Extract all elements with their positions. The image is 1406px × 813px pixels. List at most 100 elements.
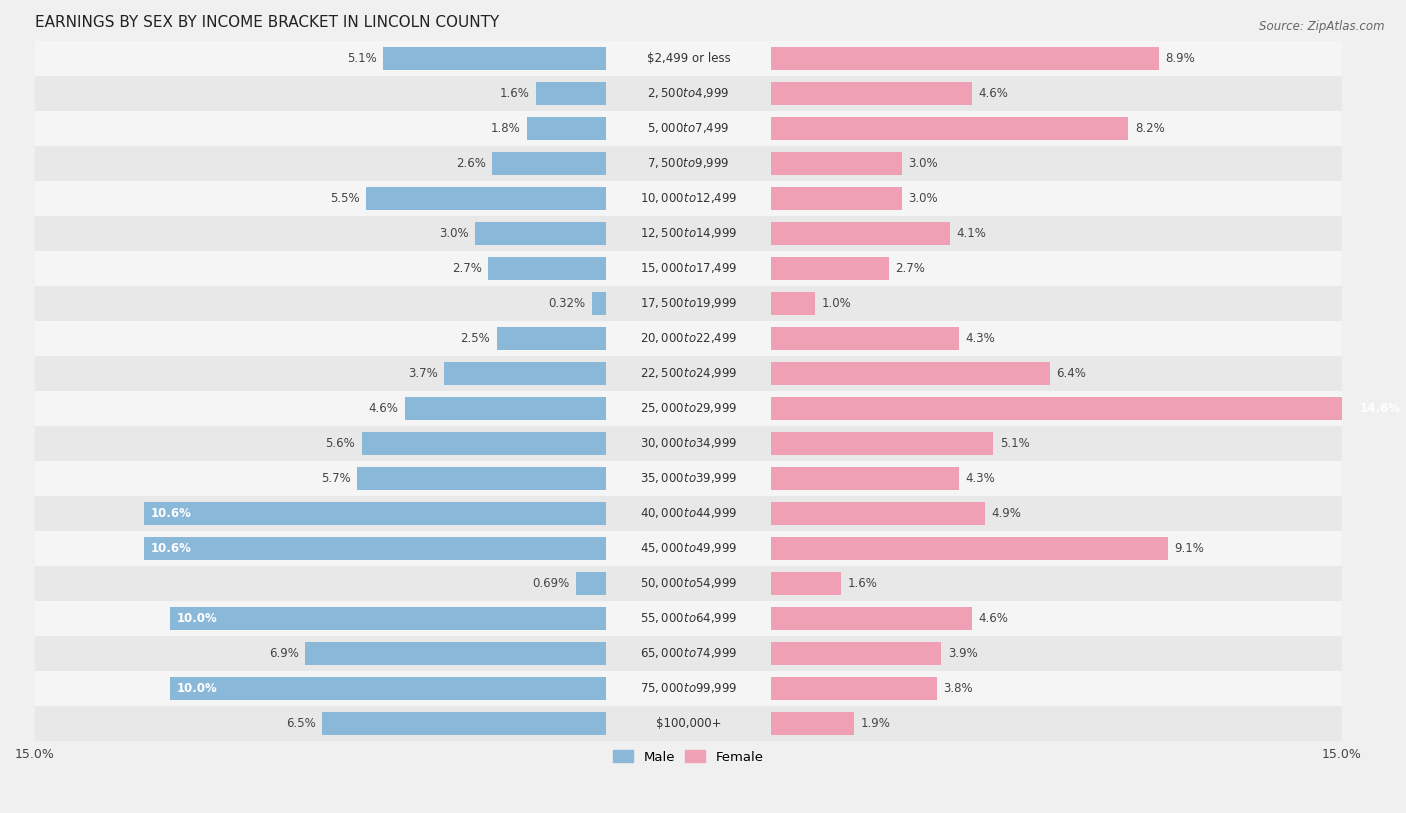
Text: $12,500 to $14,999: $12,500 to $14,999 <box>640 226 737 241</box>
Text: 6.4%: 6.4% <box>1056 367 1087 380</box>
Text: $17,500 to $19,999: $17,500 to $19,999 <box>640 297 737 311</box>
Text: $55,000 to $64,999: $55,000 to $64,999 <box>640 611 737 625</box>
Bar <box>366 187 606 210</box>
Bar <box>475 222 606 245</box>
Text: $22,500 to $24,999: $22,500 to $24,999 <box>640 367 737 380</box>
Text: 4.3%: 4.3% <box>965 472 995 485</box>
Bar <box>35 496 1341 531</box>
Bar <box>405 397 606 420</box>
Text: 5.7%: 5.7% <box>321 472 352 485</box>
Bar <box>384 47 606 70</box>
Text: 1.6%: 1.6% <box>499 87 530 100</box>
Text: 14.6%: 14.6% <box>1360 402 1400 415</box>
Bar <box>35 461 1341 496</box>
Text: $20,000 to $22,499: $20,000 to $22,499 <box>640 332 737 346</box>
Text: 2.5%: 2.5% <box>461 332 491 345</box>
Text: $30,000 to $34,999: $30,000 to $34,999 <box>640 437 737 450</box>
Text: $35,000 to $39,999: $35,000 to $39,999 <box>640 472 737 485</box>
Bar <box>527 117 606 140</box>
Bar <box>35 566 1341 601</box>
Bar <box>772 292 815 315</box>
Text: $65,000 to $74,999: $65,000 to $74,999 <box>640 646 737 660</box>
Text: 10.6%: 10.6% <box>150 506 191 520</box>
Bar <box>492 152 606 175</box>
Text: 1.0%: 1.0% <box>821 297 851 310</box>
Text: $25,000 to $29,999: $25,000 to $29,999 <box>640 402 737 415</box>
Bar <box>772 677 936 700</box>
Bar <box>772 187 901 210</box>
Text: 10.0%: 10.0% <box>177 682 218 695</box>
Text: 2.6%: 2.6% <box>456 157 486 170</box>
Bar <box>35 356 1341 391</box>
Text: EARNINGS BY SEX BY INCOME BRACKET IN LINCOLN COUNTY: EARNINGS BY SEX BY INCOME BRACKET IN LIN… <box>35 15 499 30</box>
Text: $40,000 to $44,999: $40,000 to $44,999 <box>640 506 737 520</box>
Bar <box>35 671 1341 706</box>
Text: 0.32%: 0.32% <box>548 297 585 310</box>
Text: $75,000 to $99,999: $75,000 to $99,999 <box>640 681 737 695</box>
Bar <box>772 467 959 489</box>
Bar <box>322 712 606 735</box>
Bar <box>488 257 606 280</box>
Bar <box>35 426 1341 461</box>
Bar <box>772 152 901 175</box>
Bar <box>772 572 841 594</box>
Text: $2,500 to $4,999: $2,500 to $4,999 <box>647 86 730 100</box>
Bar <box>772 712 853 735</box>
Bar <box>170 677 606 700</box>
Text: 1.9%: 1.9% <box>860 717 890 730</box>
Text: $50,000 to $54,999: $50,000 to $54,999 <box>640 576 737 590</box>
Bar <box>592 292 606 315</box>
Text: 5.1%: 5.1% <box>347 52 377 65</box>
Bar <box>35 216 1341 251</box>
Text: 3.8%: 3.8% <box>943 682 973 695</box>
Bar <box>35 76 1341 111</box>
Bar <box>35 146 1341 180</box>
Bar <box>772 257 889 280</box>
Text: 5.6%: 5.6% <box>325 437 356 450</box>
Bar <box>143 502 606 524</box>
Text: 6.5%: 6.5% <box>287 717 316 730</box>
Bar <box>35 321 1341 356</box>
Bar <box>35 531 1341 566</box>
Text: 4.9%: 4.9% <box>991 506 1021 520</box>
Text: $45,000 to $49,999: $45,000 to $49,999 <box>640 541 737 555</box>
Text: 4.6%: 4.6% <box>979 87 1008 100</box>
Bar <box>496 327 606 350</box>
Bar <box>35 251 1341 286</box>
Bar <box>35 706 1341 741</box>
Text: 3.7%: 3.7% <box>408 367 437 380</box>
Bar <box>772 327 959 350</box>
Text: 1.8%: 1.8% <box>491 122 520 135</box>
Text: 2.7%: 2.7% <box>896 262 925 275</box>
Text: $2,499 or less: $2,499 or less <box>647 52 730 65</box>
Bar <box>143 537 606 559</box>
Text: 3.0%: 3.0% <box>439 227 468 240</box>
Text: 9.1%: 9.1% <box>1174 541 1204 554</box>
Bar <box>35 180 1341 216</box>
Bar <box>772 82 972 105</box>
Bar <box>35 391 1341 426</box>
Text: 8.9%: 8.9% <box>1166 52 1195 65</box>
Text: 3.9%: 3.9% <box>948 647 977 660</box>
Bar <box>35 111 1341 146</box>
Bar <box>170 607 606 630</box>
Text: 4.1%: 4.1% <box>956 227 986 240</box>
Text: 2.7%: 2.7% <box>451 262 481 275</box>
Bar <box>772 362 1050 385</box>
Bar <box>35 286 1341 321</box>
Bar <box>361 432 606 454</box>
Bar <box>536 82 606 105</box>
Text: 5.1%: 5.1% <box>1000 437 1029 450</box>
Text: 0.69%: 0.69% <box>531 576 569 589</box>
Text: 8.2%: 8.2% <box>1135 122 1164 135</box>
Bar <box>772 397 1406 420</box>
Bar <box>772 47 1159 70</box>
Legend: Male, Female: Male, Female <box>607 746 769 769</box>
Text: $100,000+: $100,000+ <box>655 717 721 730</box>
Text: 4.6%: 4.6% <box>979 612 1008 625</box>
Text: 6.9%: 6.9% <box>269 647 298 660</box>
Text: 3.0%: 3.0% <box>908 192 938 205</box>
Bar <box>772 607 972 630</box>
Bar <box>35 636 1341 671</box>
Text: 10.6%: 10.6% <box>150 541 191 554</box>
